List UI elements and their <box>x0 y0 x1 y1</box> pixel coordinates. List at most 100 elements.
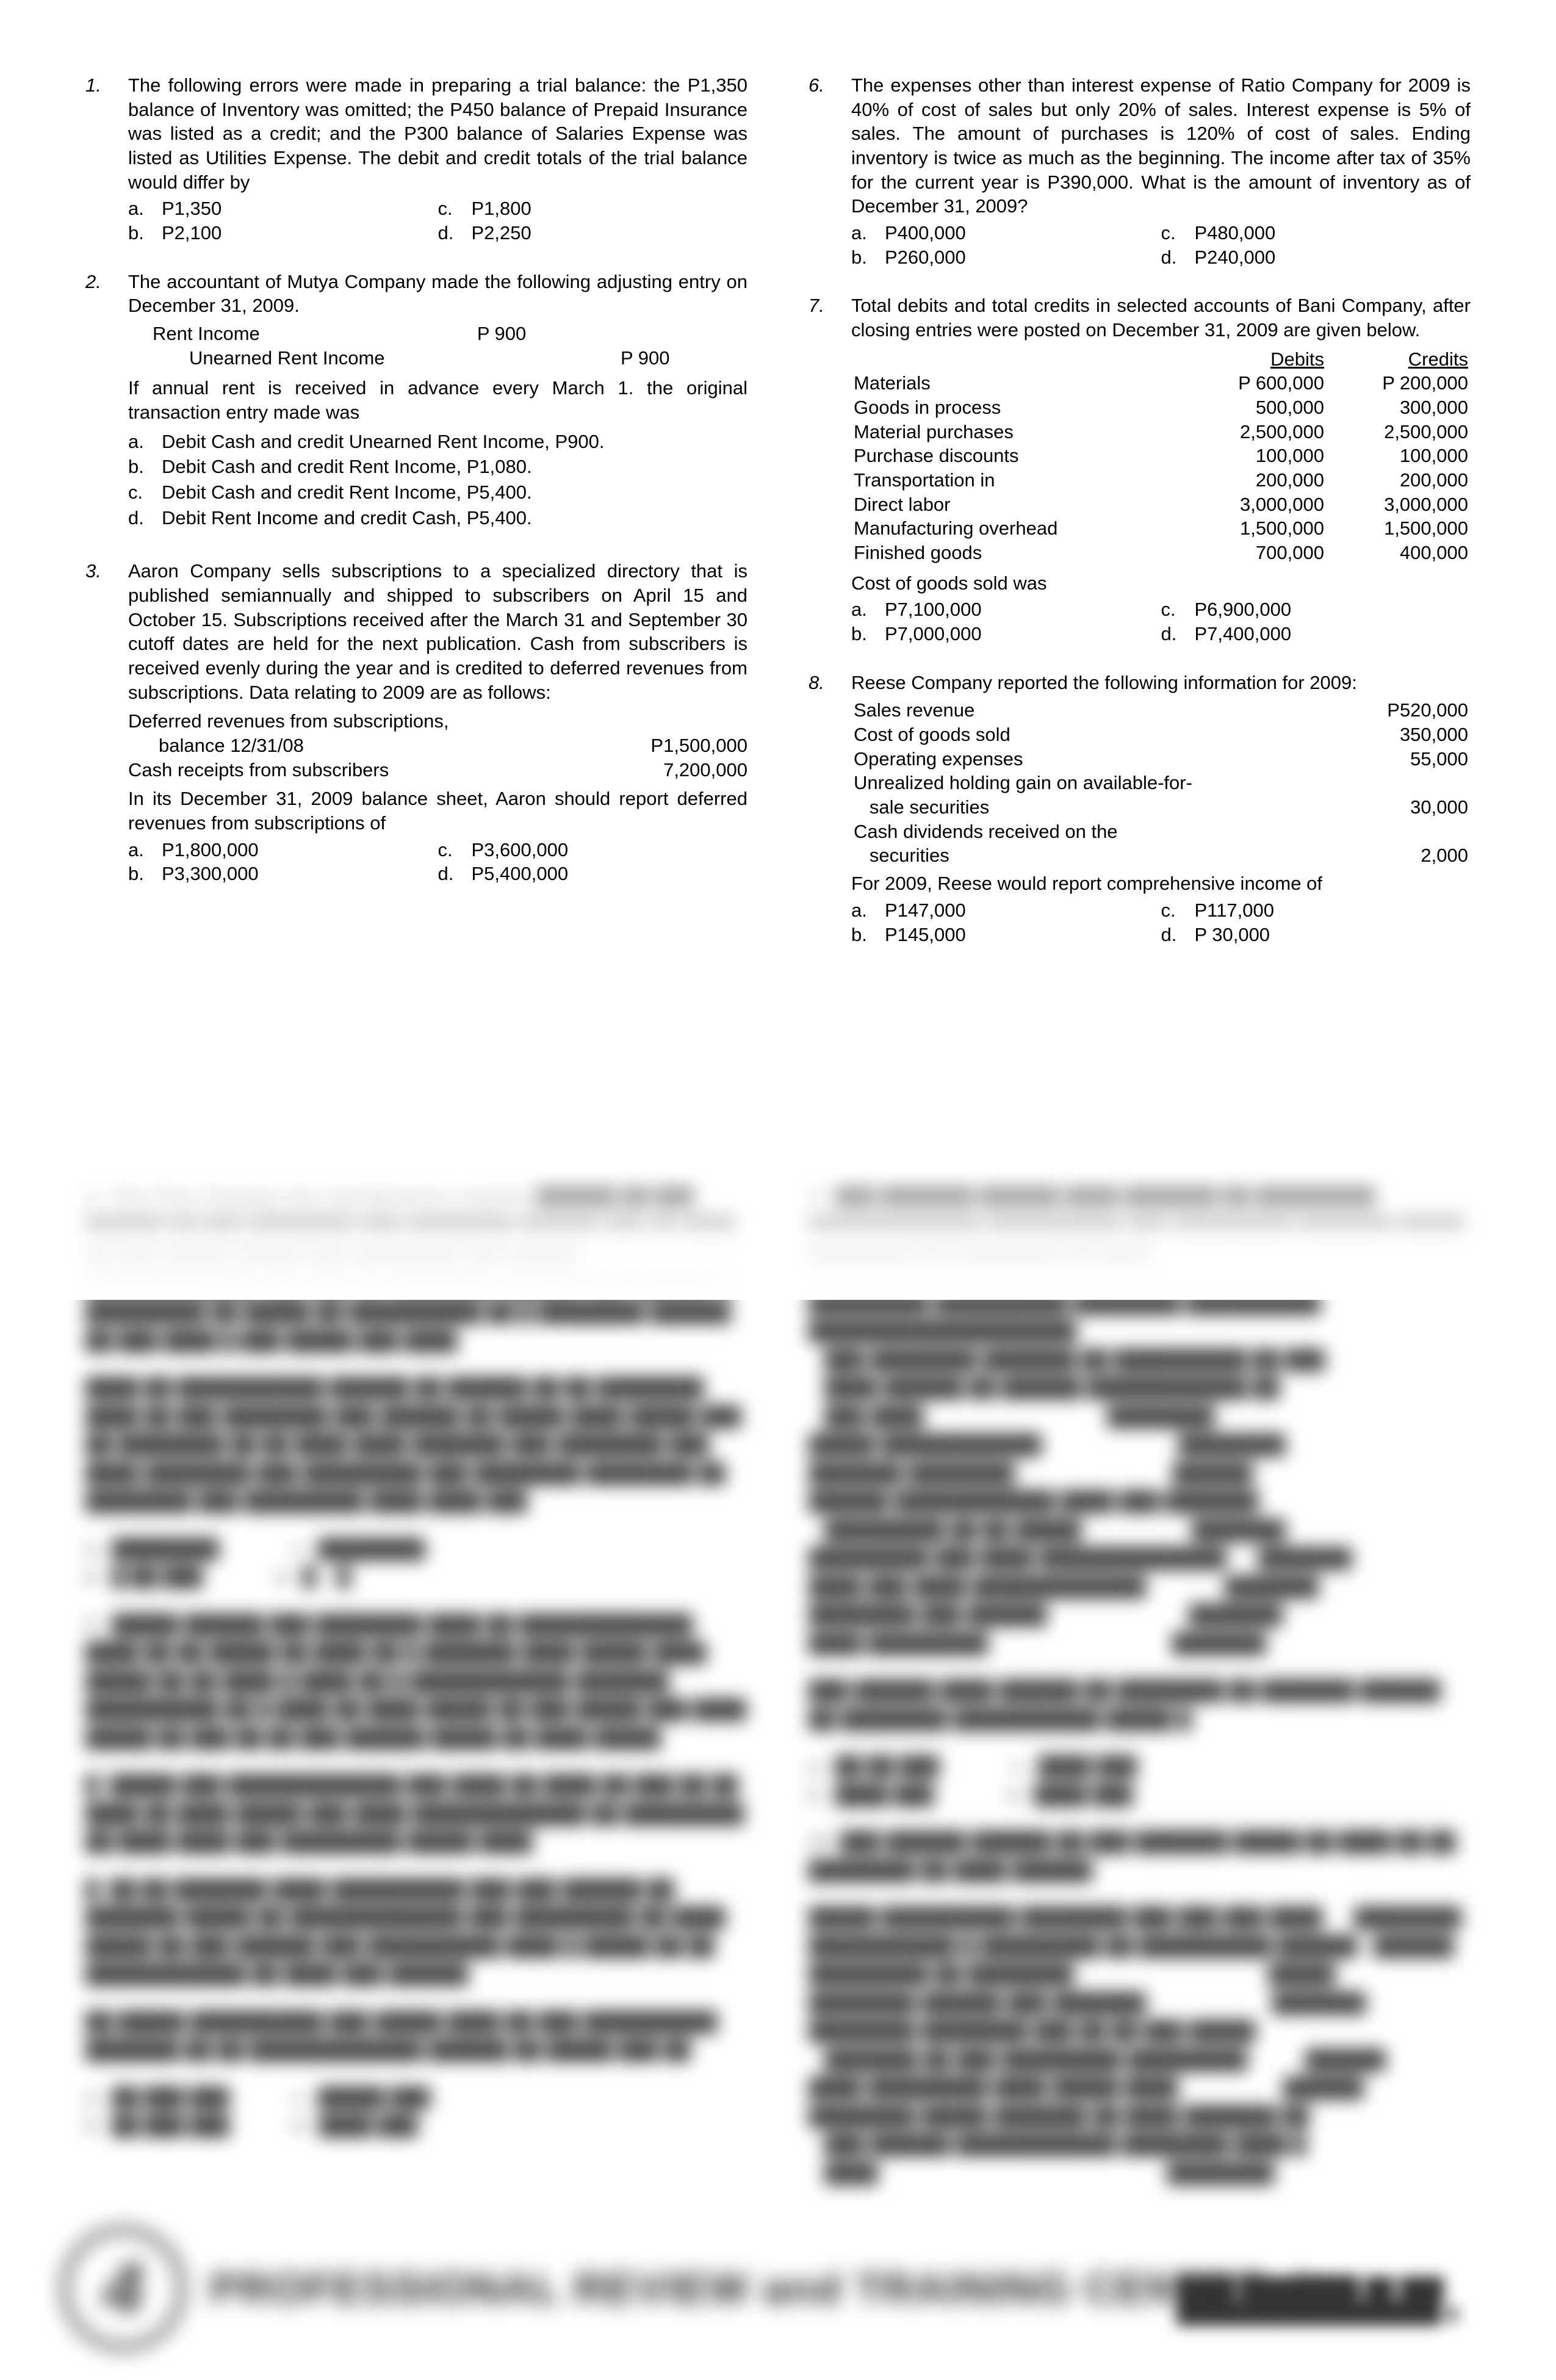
table-cell: Purchase discounts <box>851 444 1183 468</box>
opt-b: P3,300,000 <box>162 862 438 886</box>
opt-c-letter: c. <box>1161 898 1195 923</box>
opt-d-letter: d. <box>438 862 472 886</box>
table-cell: 30,000 <box>1347 795 1471 820</box>
opt-b: P2,100 <box>162 221 438 245</box>
table-cell: 1,500,000 <box>1183 516 1327 541</box>
opt-b-letter: b. <box>128 862 162 886</box>
logo-icon: 4 <box>61 2226 185 2351</box>
journal-entry: Rent Income P 900 Unearned Rent Income P… <box>128 322 747 370</box>
table-cell: Cost of goods sold <box>851 723 1347 747</box>
options: a.P400,000 c.P480,000 b.P260,000 d.P240,… <box>851 221 1471 269</box>
q-mid: In its December 31, 2009 balance sheet, … <box>128 787 747 835</box>
table-cell: Material purchases <box>851 420 1183 444</box>
question-3: 3. Aaron Company sells subscriptions to … <box>85 559 747 886</box>
opt-c-letter: c. <box>128 480 162 505</box>
footer-right: ████ ████████ ██ █████████████████████ ▮ <box>1176 2277 1458 2325</box>
q-number: 2. <box>85 270 128 535</box>
opt-b: P260,000 <box>885 245 1161 270</box>
table-cell: Cash dividends received on the <box>851 820 1347 844</box>
table-cell: Materials <box>851 371 1183 395</box>
q-body: Total debits and total credits in select… <box>851 294 1471 646</box>
opt-c-letter: c. <box>438 197 472 221</box>
q-number: 6. <box>809 73 851 269</box>
table-cell: 100,000 <box>1327 444 1471 468</box>
col-debits: Debits <box>1183 347 1327 372</box>
table-cell: 55,000 <box>1347 747 1471 771</box>
opt-a: P400,000 <box>885 221 1161 245</box>
opt-b: P7,000,000 <box>885 622 1161 646</box>
table-cell: Direct labor <box>851 492 1183 517</box>
table-cell: 350,000 <box>1347 723 1471 747</box>
opt-c: P480,000 <box>1195 221 1471 245</box>
table-cell: 2,000 <box>1347 843 1471 868</box>
table-cell: securities <box>851 843 1347 868</box>
q-body: Aaron Company sells subscriptions to a s… <box>128 559 747 886</box>
table-cell: 700,000 <box>1183 541 1327 565</box>
opt-c: P117,000 <box>1195 898 1471 923</box>
opt-a: P1,350 <box>162 197 438 221</box>
opt-a: P7,100,000 <box>885 597 1161 622</box>
opt-d-letter: d. <box>1161 923 1195 947</box>
q-mid: Cost of goods sold was <box>851 571 1471 596</box>
question-1: 1. The following errors were made in pre… <box>85 73 747 245</box>
q-body: The accountant of Mutya Company made the… <box>128 270 747 535</box>
entry-credit: P 900 <box>621 346 747 370</box>
question-6: 6. The expenses other than interest expe… <box>809 73 1471 269</box>
opt-c: P6,900,000 <box>1195 597 1471 622</box>
opt-b-letter: b. <box>128 455 162 479</box>
opt-a: Debit Cash and credit Unearned Rent Inco… <box>162 430 747 454</box>
q-number: 3. <box>85 559 128 886</box>
table-cell: Goods in process <box>851 395 1183 420</box>
table-cell: 2,500,000 <box>1327 420 1471 444</box>
opt-a-letter: a. <box>851 898 885 923</box>
q-number: 1. <box>85 73 128 245</box>
opt-d-letter: d. <box>128 506 162 530</box>
opt-d-letter: d. <box>438 221 472 245</box>
table-cell: P 600,000 <box>1183 371 1327 395</box>
opt-d: P2,250 <box>472 221 748 245</box>
table-cell: Sales revenue <box>851 698 1347 723</box>
table-cell: P 200,000 <box>1327 371 1471 395</box>
row2-value: 7,200,000 <box>541 758 747 782</box>
options: a.P7,100,000 c.P6,900,000 b.P7,000,000 d… <box>851 597 1471 646</box>
q-text: The following errors were made in prepar… <box>128 74 747 193</box>
table-cell <box>1347 771 1471 795</box>
opt-d-letter: d. <box>1161 245 1195 270</box>
q-mid: If annual rent is received in advance ev… <box>128 376 747 424</box>
opt-b: P145,000 <box>885 923 1161 947</box>
opt-c-letter: c. <box>1161 221 1195 245</box>
columns: 1. The following errors were made in pre… <box>85 73 1471 971</box>
opt-d-letter: d. <box>1161 622 1195 646</box>
table-cell: 1,500,000 <box>1327 516 1471 541</box>
opt-a-letter: a. <box>851 221 885 245</box>
table-cell: 3,000,000 <box>1183 492 1327 517</box>
right-column: 6. The expenses other than interest expe… <box>809 73 1471 971</box>
opt-c-letter: c. <box>438 838 472 862</box>
table-cell: Unrealized holding gain on available-for… <box>851 771 1347 795</box>
q-body: The expenses other than interest expense… <box>851 73 1471 269</box>
table-cell <box>1347 820 1471 844</box>
q-text: Total debits and total credits in select… <box>851 295 1471 341</box>
opt-c: Debit Cash and credit Rent Income, P5,40… <box>162 480 747 505</box>
question-7: 7. Total debits and total credits in sel… <box>809 294 1471 646</box>
opt-b: Debit Cash and credit Rent Income, P1,08… <box>162 455 747 479</box>
q-body: Reese Company reported the following inf… <box>851 671 1471 947</box>
q-number: 7. <box>809 294 851 646</box>
opt-b-letter: b. <box>851 923 885 947</box>
q-text: Reese Company reported the following inf… <box>851 672 1357 693</box>
opt-c: P3,600,000 <box>472 838 748 862</box>
opt-a: P147,000 <box>885 898 1161 923</box>
q-text: The accountant of Mutya Company made the… <box>128 271 747 317</box>
opt-b-letter: b. <box>128 221 162 245</box>
opt-d: P 30,000 <box>1195 923 1471 947</box>
opt-a-letter: a. <box>851 597 885 622</box>
table-cell: 100,000 <box>1183 444 1327 468</box>
options: a.P1,350 c.P1,800 b.P2,100 d.P2,250 <box>128 197 747 245</box>
entry-account: Rent Income <box>153 322 477 346</box>
options: a.P1,800,000 c.P3,600,000 b.P3,300,000 d… <box>128 838 747 886</box>
table-cell: P520,000 <box>1347 698 1471 723</box>
opt-a: P1,800,000 <box>162 838 438 862</box>
blurred-preview: 4. First Time Company has manufactured a… <box>0 1166 1556 2203</box>
opt-b-letter: b. <box>851 622 885 646</box>
opt-c-letter: c. <box>1161 597 1195 622</box>
